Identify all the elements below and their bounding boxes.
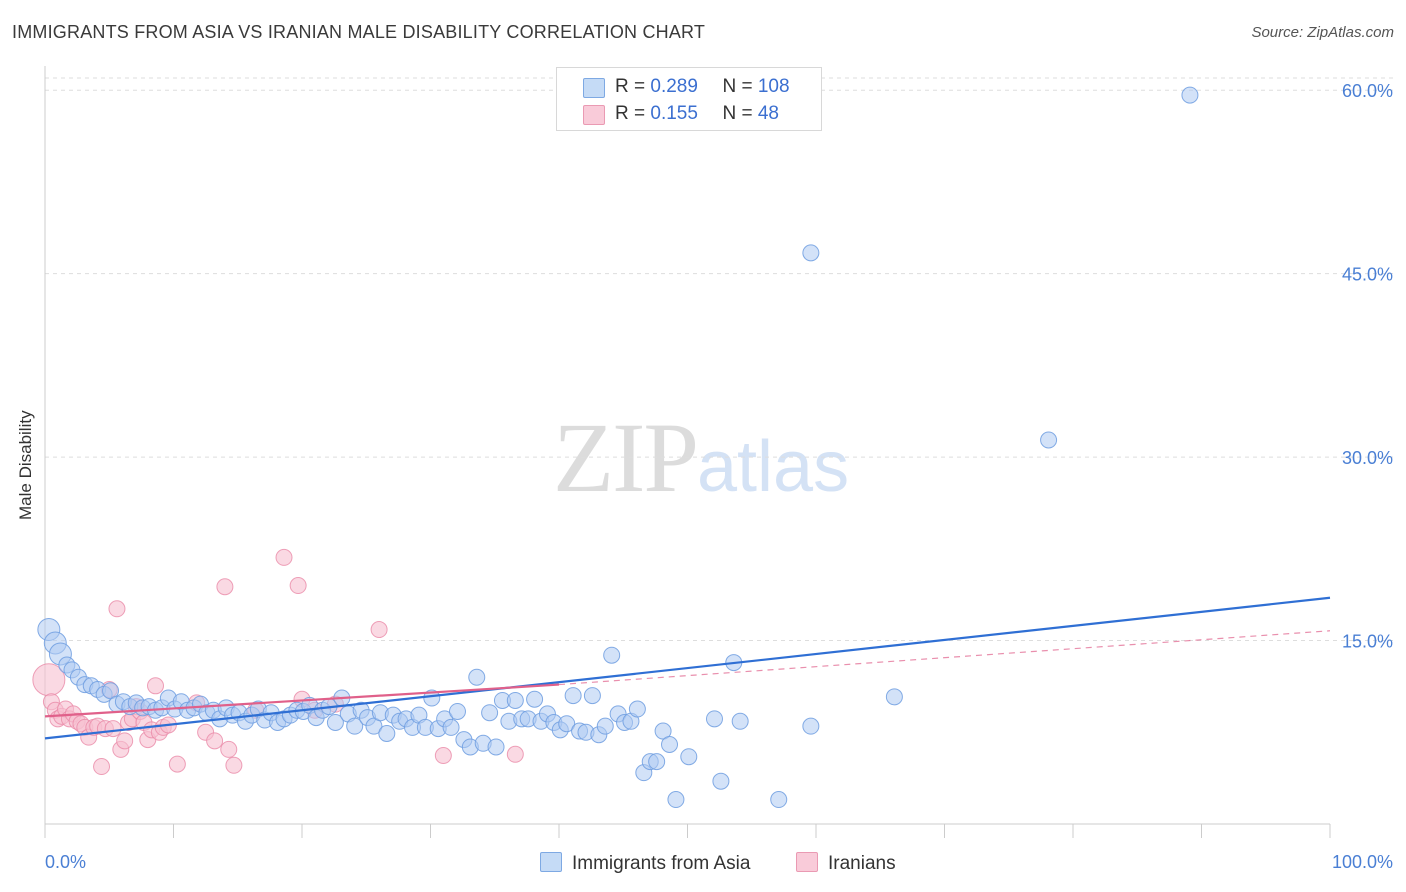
data-point-immigrants-from-asia bbox=[346, 717, 364, 735]
data-point-immigrants-from-asia bbox=[481, 704, 499, 722]
data-point-iranians bbox=[147, 677, 165, 695]
watermark-zip: ZIP bbox=[553, 402, 699, 513]
data-point-immigrants-from-asia bbox=[885, 688, 903, 706]
data-point-iranians bbox=[104, 720, 122, 738]
data-point-immigrants-from-asia bbox=[596, 717, 614, 735]
data-point-immigrants-from-asia bbox=[770, 791, 788, 809]
legend-n-label: N = bbox=[722, 103, 758, 124]
data-point-iranians bbox=[506, 745, 524, 763]
data-point-immigrants-from-asia bbox=[712, 772, 730, 790]
legend-swatch-pink bbox=[583, 105, 605, 125]
y-tick-label: 60.0% bbox=[1342, 81, 1393, 101]
x-tick-label: 100.0% bbox=[1332, 852, 1393, 872]
trend-line-iranians-extended bbox=[558, 630, 1331, 686]
bottom-legend-immigrants: Immigrants from Asia bbox=[540, 852, 750, 875]
data-point-iranians bbox=[216, 578, 234, 596]
data-point-iranians bbox=[108, 600, 126, 618]
legend-r-value: 0.155 bbox=[650, 103, 698, 124]
legend-r-label: R = bbox=[615, 76, 651, 97]
data-point-immigrants-from-asia bbox=[705, 710, 723, 728]
series-immigrants-from-asia bbox=[37, 86, 1199, 809]
bottom-legend-swatch-pink bbox=[796, 852, 818, 872]
y-tick-label: 45.0% bbox=[1342, 265, 1393, 285]
legend-n-value: 48 bbox=[757, 103, 779, 124]
data-point-iranians bbox=[93, 758, 111, 776]
data-point-immigrants-from-asia bbox=[326, 713, 344, 731]
data-point-immigrants-from-asia bbox=[680, 748, 698, 766]
data-point-immigrants-from-asia bbox=[1181, 86, 1199, 104]
trend-line-iranians bbox=[44, 683, 560, 718]
data-point-immigrants-from-asia bbox=[448, 702, 466, 720]
data-point-immigrants-from-asia bbox=[731, 712, 749, 730]
data-point-immigrants-from-asia bbox=[667, 791, 685, 809]
tick-labels: 15.0% 30.0% 45.0% 60.0% 0.0% 100.0% bbox=[45, 81, 1393, 872]
gridlines bbox=[45, 77, 1393, 642]
data-point-immigrants-from-asia bbox=[468, 668, 486, 686]
data-point-iranians bbox=[275, 548, 293, 566]
data-point-immigrants-from-asia bbox=[506, 691, 524, 709]
data-point-iranians bbox=[225, 756, 243, 774]
legend-r-value: 0.289 bbox=[650, 76, 698, 97]
data-point-immigrants-from-asia bbox=[628, 700, 646, 718]
correlation-legend: R = 0.289 N = 108 R = 0.155 N = 48 bbox=[556, 67, 822, 131]
data-point-immigrants-from-asia bbox=[442, 718, 460, 736]
x-tick-label: 0.0% bbox=[45, 852, 86, 872]
data-point-immigrants-from-asia bbox=[378, 725, 396, 743]
data-point-immigrants-from-asia bbox=[526, 690, 544, 708]
data-point-immigrants-from-asia bbox=[487, 738, 505, 756]
data-point-immigrants-from-asia bbox=[603, 646, 621, 664]
chart-title: IMMIGRANTS FROM ASIA VS IRANIAN MALE DIS… bbox=[12, 22, 706, 42]
legend-r-label: R = bbox=[615, 103, 651, 124]
legend-n-label: N = bbox=[722, 76, 758, 97]
legend-swatch-blue bbox=[583, 78, 605, 98]
data-point-iranians bbox=[370, 621, 388, 639]
bottom-legend-label: Iranians bbox=[828, 853, 896, 874]
data-point-iranians bbox=[168, 755, 186, 773]
data-point-immigrants-from-asia bbox=[648, 753, 666, 771]
data-point-immigrants-from-asia bbox=[558, 715, 576, 733]
data-point-iranians bbox=[116, 732, 134, 750]
data-point-immigrants-from-asia bbox=[802, 717, 820, 735]
data-point-immigrants-from-asia bbox=[1040, 431, 1058, 449]
bottom-legend-label: Immigrants from Asia bbox=[572, 853, 751, 874]
y-tick-label: 15.0% bbox=[1342, 632, 1393, 652]
series-iranians bbox=[32, 548, 524, 776]
source-label: Source: ZipAtlas.com bbox=[1251, 24, 1394, 41]
data-point-immigrants-from-asia bbox=[583, 687, 601, 705]
watermark-atlas: atlas bbox=[697, 427, 850, 507]
data-point-iranians bbox=[220, 740, 238, 758]
bottom-legend-swatch-blue bbox=[540, 852, 562, 872]
y-tick-label: 30.0% bbox=[1342, 448, 1393, 468]
bottom-legend-iranians: Iranians bbox=[796, 852, 896, 875]
data-point-immigrants-from-asia bbox=[564, 687, 582, 705]
watermark: ZIPatlas bbox=[553, 400, 849, 515]
data-point-iranians bbox=[289, 577, 307, 595]
legend-n-value: 108 bbox=[757, 76, 790, 97]
data-point-iranians bbox=[434, 747, 452, 765]
data-point-immigrants-from-asia bbox=[661, 736, 679, 754]
data-point-iranians bbox=[206, 732, 224, 750]
data-point-immigrants-from-asia bbox=[802, 244, 820, 262]
trend-line-immigrants-from-asia bbox=[44, 596, 1331, 740]
trend-lines bbox=[44, 596, 1331, 740]
